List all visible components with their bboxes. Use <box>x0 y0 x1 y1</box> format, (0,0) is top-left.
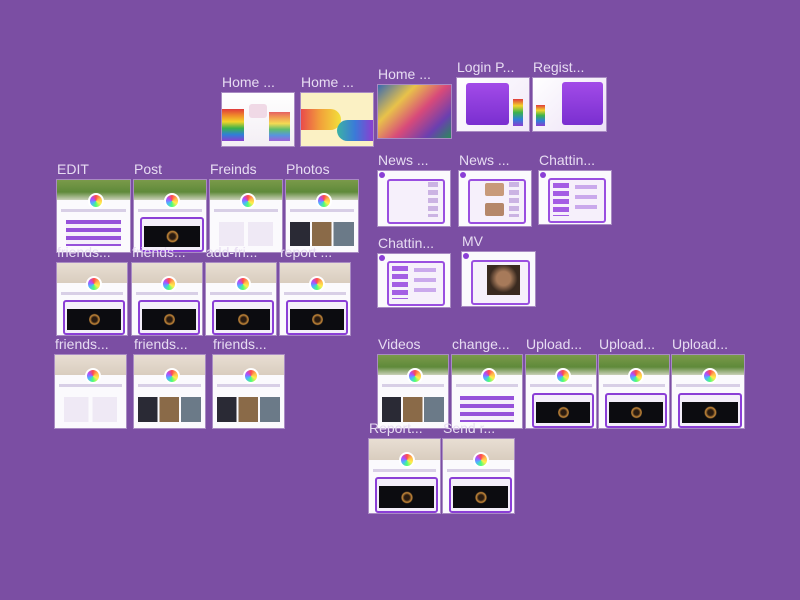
frame-thumbnail <box>378 355 448 428</box>
frame-thumbnail <box>134 180 206 252</box>
frame-label: friends... <box>213 336 267 352</box>
frame-label: Upload... <box>672 336 729 352</box>
frame-thumbnail <box>213 355 284 428</box>
frame-change[interactable]: change... <box>452 336 522 428</box>
frame-thumbnail <box>452 355 522 428</box>
frame-thumbnail <box>378 85 451 138</box>
frame-label: Freinds <box>210 161 257 177</box>
frame-thumbnail <box>280 263 350 335</box>
frame-label: Home ... <box>378 66 431 82</box>
frame-thumbnail <box>301 93 373 146</box>
frame-label: Regist... <box>533 59 585 75</box>
frame-thumbnail <box>206 263 276 335</box>
frame-login[interactable]: Login P... <box>457 59 529 131</box>
frame-register[interactable]: Regist... <box>533 59 606 131</box>
frame-label: friends... <box>132 244 186 260</box>
frame-send-report[interactable]: Send r... <box>443 420 514 513</box>
frame-thumbnail <box>132 263 202 335</box>
frame-freinds[interactable]: Freinds <box>210 161 282 252</box>
frame-label: friends... <box>134 336 188 352</box>
frame-label: Send r... <box>443 420 496 436</box>
frame-thumbnail <box>55 355 126 428</box>
frame-label: Home ... <box>222 74 275 90</box>
frame-upload-3[interactable]: Upload... <box>672 336 744 428</box>
frame-thumbnail <box>539 171 611 224</box>
frame-label: Home ... <box>301 74 354 90</box>
frame-label: friends... <box>55 336 109 352</box>
frame-friends-row1[interactable]: friends... <box>57 244 127 335</box>
frame-label: Photos <box>286 161 330 177</box>
frame-label: Post <box>134 161 163 177</box>
frame-thumbnail <box>526 355 596 428</box>
frame-photos[interactable]: Photos <box>286 161 358 252</box>
frame-label: Upload... <box>526 336 583 352</box>
frame-home-2[interactable]: Home ... <box>301 74 373 146</box>
frame-thumbnail <box>57 263 127 335</box>
frame-thumbnail <box>286 180 358 252</box>
frame-label: report ... <box>280 244 333 260</box>
frame-thumbnail <box>457 78 529 131</box>
frame-thumbnail <box>533 78 606 131</box>
frame-friends-3[interactable]: friends... <box>213 336 284 428</box>
frame-post[interactable]: Post <box>134 161 206 252</box>
frame-friends-1[interactable]: friends... <box>55 336 126 428</box>
frame-label: Report... <box>369 420 423 436</box>
frame-mv[interactable]: MV <box>462 233 535 306</box>
frame-friends-2[interactable]: friends... <box>134 336 205 428</box>
frame-label: friends... <box>57 244 111 260</box>
frame-label: Videos <box>378 336 421 352</box>
frame-label: News ... <box>378 152 429 168</box>
frame-thumbnail <box>57 180 130 252</box>
frame-thumbnail <box>462 252 535 306</box>
frame-thumbnail <box>369 439 440 513</box>
frame-thumbnail <box>443 439 514 513</box>
frame-home-3[interactable]: Home ... <box>378 66 451 138</box>
frame-edit[interactable]: EDIT <box>57 161 130 252</box>
frame-label: Chattin... <box>539 152 596 168</box>
frame-label: MV <box>462 233 483 249</box>
frame-thumbnail <box>210 180 282 252</box>
frame-label: News ... <box>459 152 510 168</box>
frame-thumbnail <box>378 254 450 307</box>
frame-videos[interactable]: Videos <box>378 336 448 428</box>
frame-thumbnail <box>378 171 450 226</box>
frame-label: EDIT <box>57 161 89 177</box>
frame-label: change... <box>452 336 510 352</box>
frame-label: Upload... <box>599 336 656 352</box>
frame-add-friend[interactable]: add-fri... <box>206 244 276 335</box>
frame-label: Chattin... <box>378 235 435 251</box>
frame-home-1[interactable]: Home ... <box>222 74 294 146</box>
frame-thumbnail <box>134 355 205 428</box>
frame-thumbnail <box>672 355 744 428</box>
frame-chatting-1[interactable]: Chattin... <box>539 152 611 224</box>
frame-report[interactable]: report ... <box>280 244 350 335</box>
frame-thumbnail <box>599 355 669 428</box>
frame-label: add-fri... <box>206 244 258 260</box>
frame-chatting-2[interactable]: Chattin... <box>378 235 450 307</box>
frame-news-2[interactable]: News ... <box>459 152 531 226</box>
frame-friends-row1-b[interactable]: friends... <box>132 244 202 335</box>
frame-upload-1[interactable]: Upload... <box>526 336 596 428</box>
frame-news-1[interactable]: News ... <box>378 152 450 226</box>
frame-thumbnail <box>459 171 531 226</box>
frame-report-2[interactable]: Report... <box>369 420 440 513</box>
frame-label: Login P... <box>457 59 515 75</box>
frame-upload-2[interactable]: Upload... <box>599 336 669 428</box>
frame-thumbnail <box>222 93 294 146</box>
